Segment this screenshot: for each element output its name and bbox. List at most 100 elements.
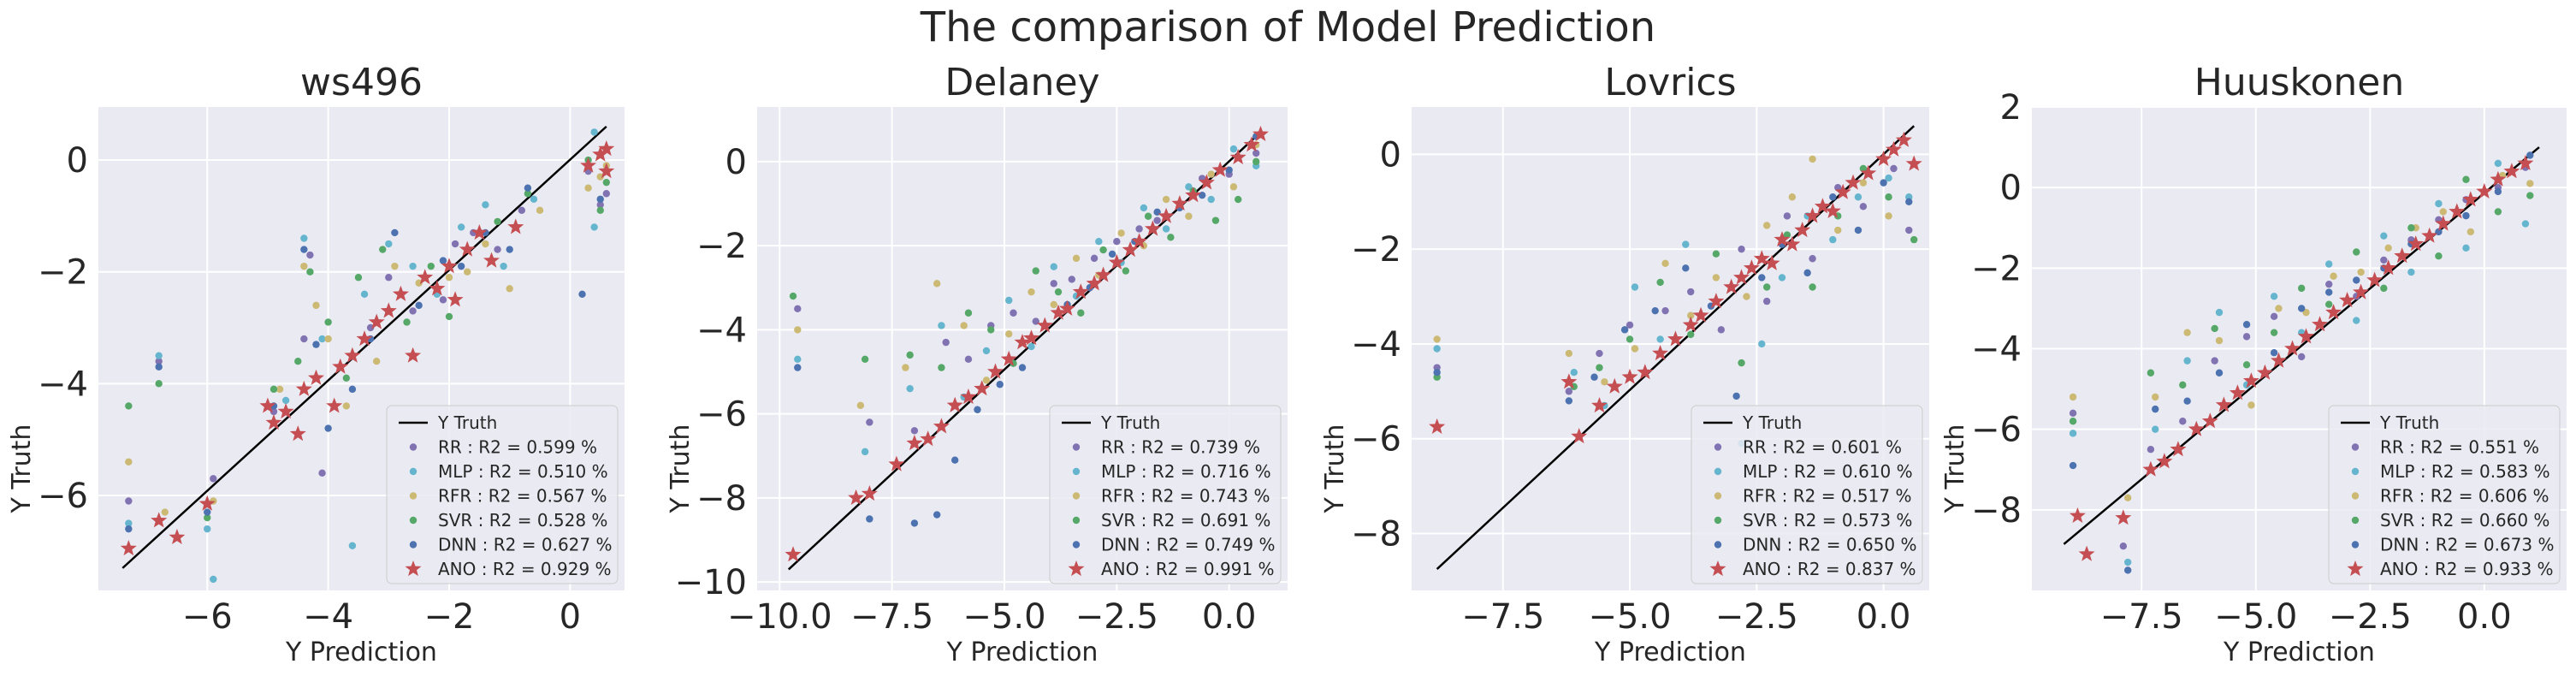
data-point-rfr (1859, 179, 1868, 187)
data-point-mlp (2183, 357, 2191, 365)
data-point-rr (2179, 418, 2187, 425)
data-point-svr (1910, 235, 1918, 244)
data-point-rfr (372, 357, 381, 365)
data-point-ano (1824, 202, 1841, 218)
data-point-svr (1252, 157, 1260, 166)
chart-title: ws496 (300, 61, 423, 104)
data-point-dnn (155, 363, 163, 371)
data-point-ano (2229, 384, 2246, 400)
legend-box (2328, 405, 2561, 584)
data-point-rfr (1050, 300, 1057, 309)
data-point-ano (848, 489, 865, 505)
data-point-ano (169, 528, 186, 544)
data-point-dnn (1854, 226, 1862, 234)
data-point-dnn (312, 341, 320, 348)
data-point-mlp (938, 322, 945, 329)
data-point-svr (2353, 248, 2360, 256)
data-point-ano (598, 163, 615, 179)
data-point-rr (2069, 409, 2077, 418)
data-point-ano (1905, 155, 1922, 171)
chart-title: Lovrics (1604, 61, 1736, 104)
data-point-rfr (1433, 335, 1441, 343)
data-point-svr (2270, 329, 2278, 336)
data-point-dnn (1880, 179, 1887, 187)
data-point-rr (1565, 388, 1573, 395)
data-point-ano (332, 358, 349, 374)
data-point-svr (2325, 300, 2333, 308)
legend-label: SVR : R2 = 0.660 % (2380, 510, 2549, 531)
data-point-mlp (861, 448, 869, 456)
data-point-rfr (2183, 329, 2191, 336)
y-tick-label: −4 (1971, 330, 2022, 370)
data-point-ano (459, 240, 476, 257)
data-point-svr (602, 178, 610, 187)
data-point-svr (1122, 267, 1130, 275)
data-point-dnn (125, 525, 133, 533)
legend-label: DNN : R2 = 0.749 % (1101, 535, 1276, 555)
data-point-ano (987, 363, 1004, 379)
data-point-ano (974, 380, 991, 396)
data-point-ano (1591, 397, 1608, 413)
data-point-ano (2325, 304, 2342, 320)
data-point-svr (1211, 216, 1220, 224)
data-point-rfr (1565, 349, 1573, 358)
data-point-rfr (2526, 180, 2534, 187)
data-point-ano (2380, 259, 2397, 276)
data-point-svr (987, 326, 995, 334)
data-point-rr (910, 427, 919, 435)
data-point-rfr (2330, 272, 2337, 280)
data-point-dnn (596, 195, 604, 203)
data-point-ano (2242, 372, 2259, 388)
y-tick-label: −8 (1971, 491, 2022, 531)
data-point-ano (1723, 278, 1740, 294)
legend-swatch (409, 443, 417, 451)
data-point-svr (1596, 364, 1603, 371)
data-point-svr (155, 380, 163, 388)
data-point-ano (198, 495, 216, 511)
data-point-ano (2215, 396, 2232, 412)
x-tick-label: −7.5 (2100, 597, 2183, 637)
data-point-dnn (2183, 397, 2191, 405)
data-point-ano (1036, 317, 1053, 333)
data-point-rr (1626, 321, 1634, 329)
data-point-ano (447, 291, 464, 307)
data-point-mlp (1162, 225, 1170, 233)
x-tick-label: −2 (424, 597, 475, 637)
data-point-svr (2211, 324, 2218, 333)
data-point-ano (1059, 299, 1076, 316)
data-point-svr (861, 355, 869, 363)
data-point-rr (794, 305, 802, 313)
data-point-rr (2270, 312, 2278, 321)
legend-swatch (1709, 560, 1726, 577)
data-point-dnn (1905, 198, 1913, 205)
data-point-ano (946, 396, 963, 412)
data-point-dnn (794, 364, 802, 371)
data-point-rfr (1885, 212, 1892, 220)
data-point-ano (1886, 140, 1902, 157)
data-point-rfr (2439, 208, 2447, 216)
data-point-svr (1712, 250, 1720, 258)
data-point-ano (507, 218, 524, 234)
data-point-ano (326, 397, 343, 413)
data-point-ano (471, 224, 488, 240)
data-point-ano (2142, 460, 2159, 477)
data-point-dnn (439, 257, 447, 264)
data-point-svr (2526, 192, 2534, 199)
data-point-mlp (1229, 145, 1238, 153)
data-point-dnn (391, 228, 399, 237)
data-point-rr (125, 497, 133, 505)
legend-swatch (1068, 560, 1085, 577)
data-point-dnn (2270, 349, 2278, 357)
data-point-rfr (464, 268, 471, 276)
data-point-mlp (1207, 195, 1215, 204)
data-point-dnn (996, 381, 1004, 388)
data-point-mlp (210, 575, 217, 584)
data-point-svr (379, 246, 387, 253)
legend-label: RR : R2 = 0.599 % (438, 437, 597, 458)
data-point-ano (2298, 328, 2314, 344)
data-point-ano (483, 252, 500, 268)
data-point-mlp (1656, 335, 1664, 343)
x-tick-label: −10.0 (727, 597, 832, 637)
data-point-mlp (1027, 342, 1035, 351)
legend-label: RR : R2 = 0.551 % (2380, 437, 2539, 458)
